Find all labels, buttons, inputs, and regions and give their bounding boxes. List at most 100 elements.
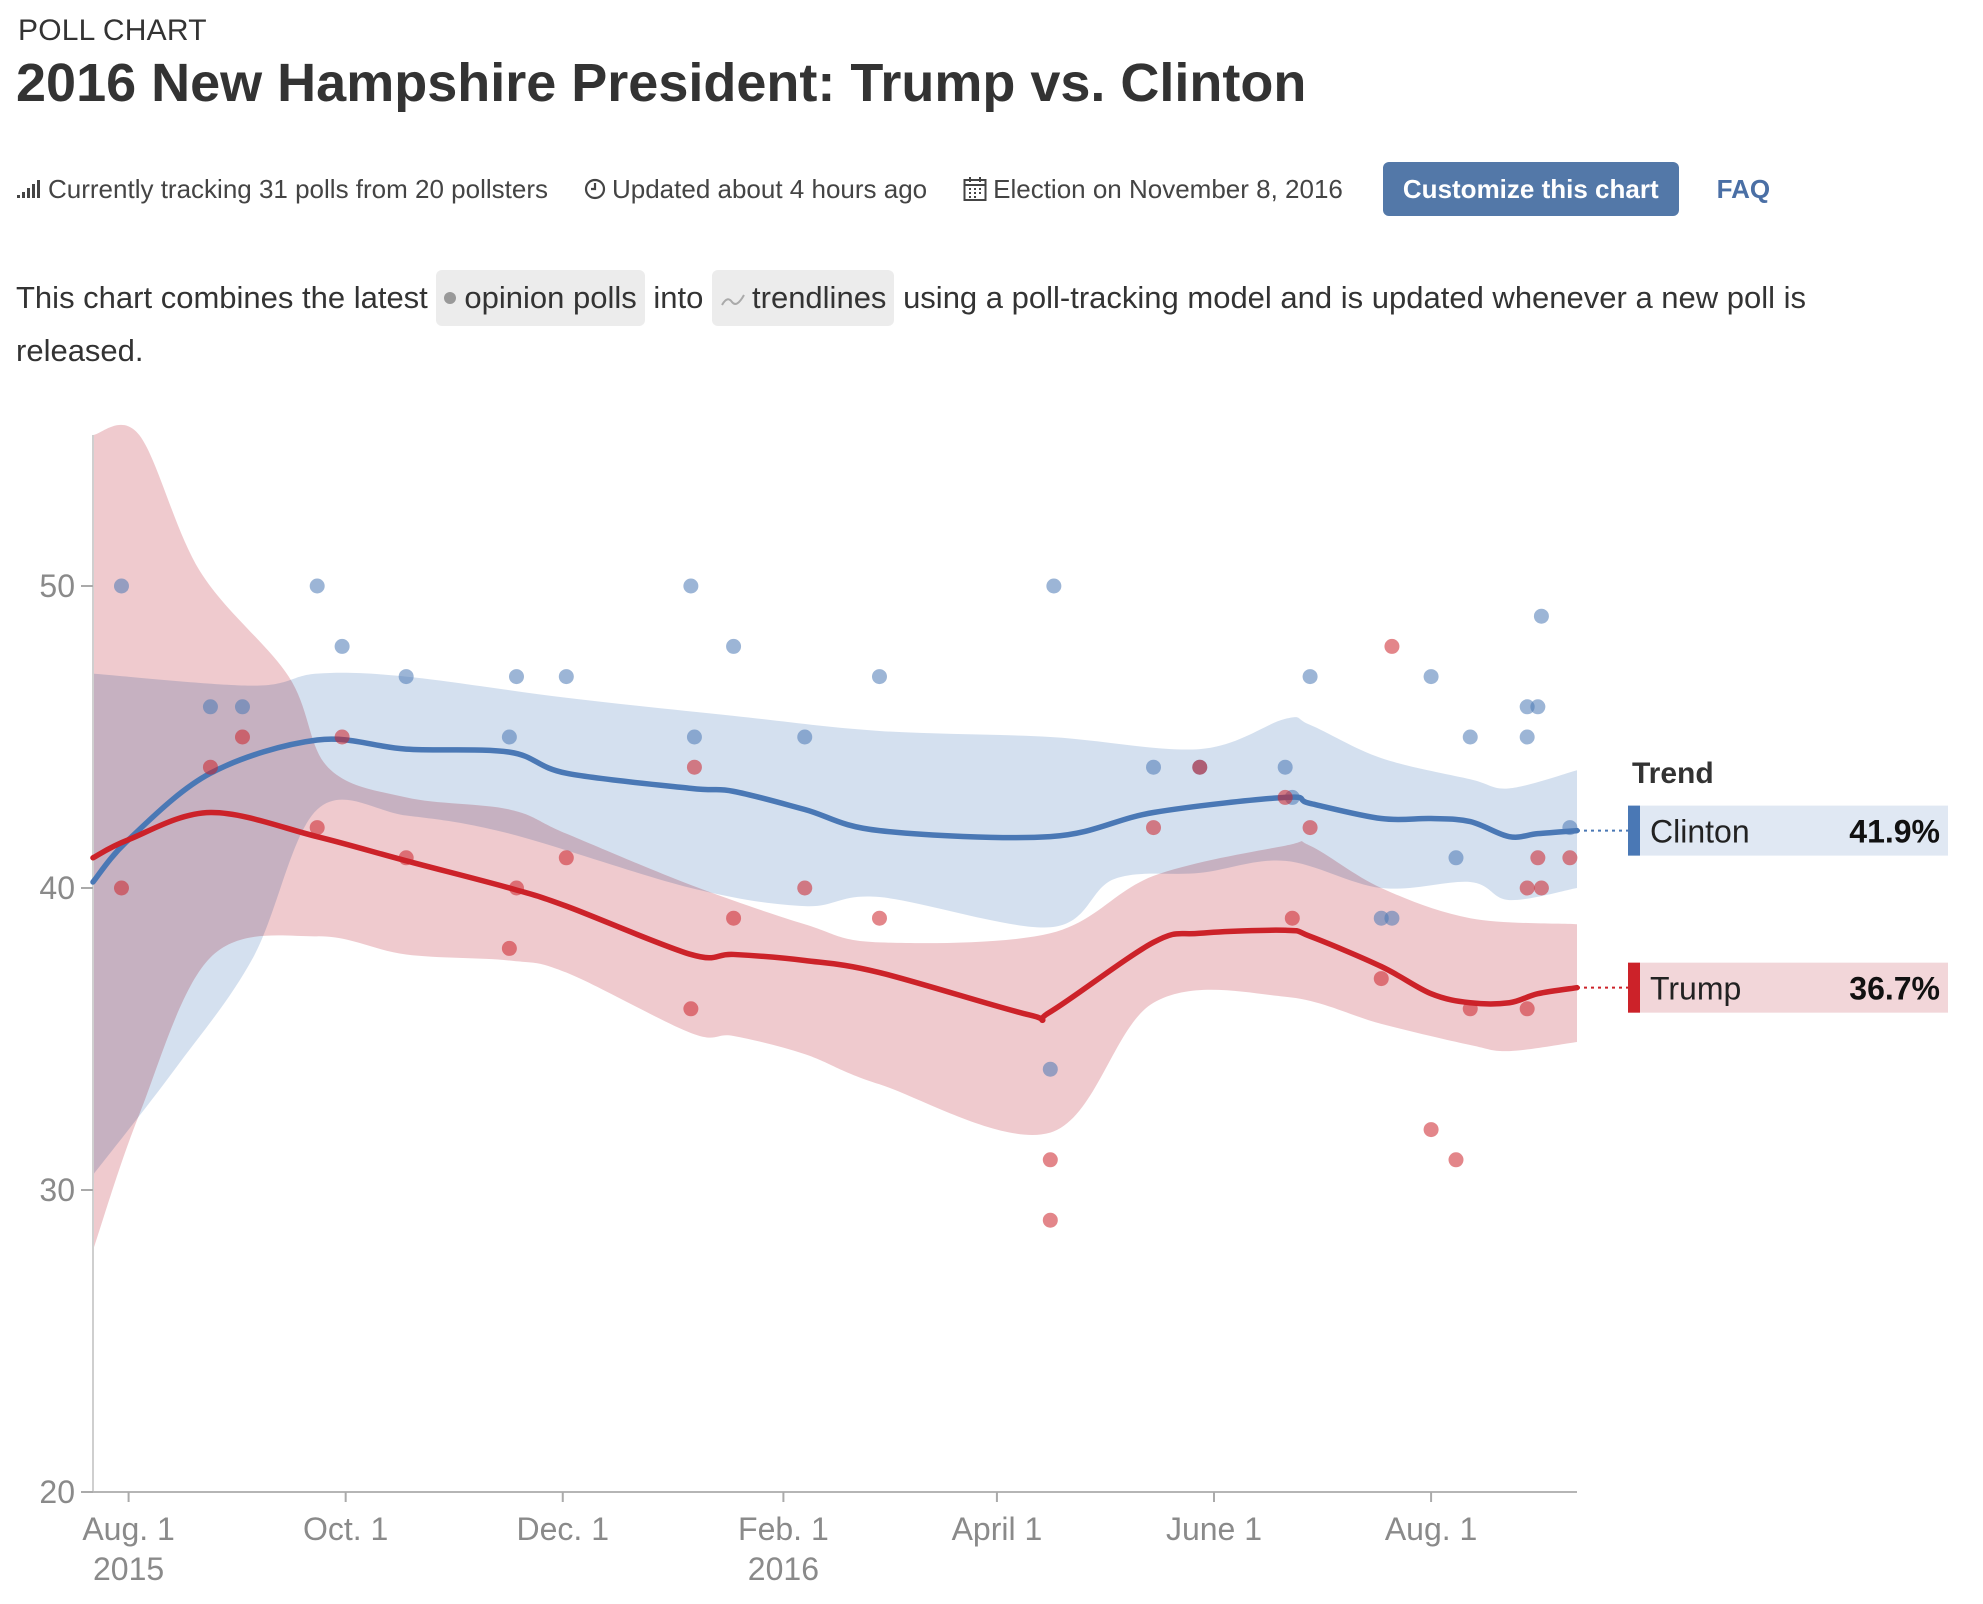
- desc-text-2: into: [653, 280, 704, 315]
- trump-poll-point: [1519, 880, 1535, 896]
- trendline-icon: [721, 294, 745, 306]
- trump-poll-point: [398, 850, 414, 866]
- clinton-poll-point: [686, 729, 702, 745]
- election-text: Election on November 8, 2016: [993, 173, 1343, 204]
- trump-poll-point: [1373, 971, 1389, 987]
- x-tick-year-label: 2015: [93, 1551, 164, 1587]
- clinton-poll-point: [1046, 578, 1062, 594]
- trump-legend-value: 36.7%: [1849, 971, 1940, 1007]
- clock-icon: [584, 178, 606, 200]
- meta-bar: Currently tracking 31 polls from 20 poll…: [16, 162, 1770, 216]
- poll-dot-icon: [444, 291, 457, 304]
- tracking-text: Currently tracking 31 polls from 20 poll…: [48, 173, 548, 204]
- trump-legend-swatch: [1628, 962, 1640, 1013]
- trump-poll-point: [1302, 820, 1318, 836]
- poll-points: [113, 578, 1578, 1228]
- trump-poll-point: [1042, 1152, 1058, 1168]
- clinton-poll-point: [871, 669, 887, 685]
- clinton-poll-point: [1562, 820, 1578, 836]
- page-title: 2016 New Hampshire President: Trump vs. …: [16, 53, 1307, 113]
- trump-poll-point: [1562, 850, 1578, 866]
- clinton-poll-point: [202, 699, 218, 715]
- trump-poll-point: [501, 940, 517, 956]
- trump-poll-point: [797, 880, 813, 896]
- axes: 20 30 40 50 Aug. 1 2015 Oct. 1 Dec. 1 Feb. 1 2016…: [39, 435, 1577, 1587]
- x-tick-label: June 1: [1166, 1511, 1262, 1547]
- y-tick-label: 50: [39, 568, 75, 604]
- clinton-poll-point: [1373, 910, 1389, 926]
- trend-lines: [90, 736, 1580, 1024]
- trump-poll-point: [683, 1001, 699, 1017]
- clinton-poll-point: [113, 578, 129, 594]
- legend-title: Trend: [1632, 757, 1714, 790]
- tracking-info: Currently tracking 31 polls from 20 poll…: [16, 174, 548, 205]
- trump-poll-point: [1448, 1152, 1464, 1168]
- clinton-legend-box: [1628, 805, 1948, 856]
- desc-text-1: This chart combines the latest: [16, 280, 428, 315]
- trump-poll-point: [113, 880, 129, 896]
- opinion-polls-chip[interactable]: opinion polls: [436, 270, 645, 326]
- x-tick-year-label: 2016: [748, 1551, 819, 1587]
- trump-confidence-band: [93, 424, 1577, 1251]
- trump-poll-point: [508, 880, 524, 896]
- y-tick-label: 20: [39, 1474, 75, 1510]
- clinton-poll-point: [683, 578, 699, 594]
- clinton-poll-point: [1519, 729, 1535, 745]
- clinton-poll-point: [309, 578, 325, 594]
- trump-poll-point: [1284, 910, 1300, 926]
- clinton-legend-value: 41.9%: [1849, 814, 1940, 850]
- clinton-poll-point: [501, 729, 517, 745]
- trump-poll-point: [871, 910, 887, 926]
- trump-poll-point: [1530, 850, 1546, 866]
- trump-poll-point: [1042, 1212, 1058, 1228]
- signal-bars-icon: [17, 180, 40, 198]
- x-tick-label: Feb. 1: [738, 1511, 829, 1547]
- x-tick-label: Aug. 1: [82, 1511, 175, 1547]
- x-tick-label: Dec. 1: [517, 1511, 609, 1547]
- clinton-confidence-band: [93, 672, 1577, 1175]
- desc-text-3: using a poll-tracking model and is updat…: [16, 280, 1807, 368]
- trump-legend-box: [1628, 962, 1948, 1013]
- trump-poll-point: [309, 820, 325, 836]
- clinton-poll-point: [1462, 729, 1478, 745]
- trendlines-chip[interactable]: trendlines: [712, 270, 895, 326]
- clinton-poll-point: [558, 669, 574, 685]
- clinton-trend-line: [90, 736, 1580, 885]
- trump-poll-point: [1462, 1001, 1478, 1017]
- trump-poll-point: [1533, 880, 1549, 896]
- clinton-poll-point: [508, 669, 524, 685]
- y-tick-label: 40: [39, 870, 75, 906]
- trump-poll-point: [1519, 1001, 1535, 1017]
- confidence-bands: [93, 424, 1577, 1251]
- clinton-poll-point: [1448, 850, 1464, 866]
- clinton-poll-point: [1533, 608, 1549, 624]
- trump-poll-point: [202, 759, 218, 775]
- clinton-poll-point: [234, 699, 250, 715]
- clinton-poll-point: [1519, 699, 1535, 715]
- x-tick-label: April 1: [952, 1511, 1043, 1547]
- trump-poll-point: [558, 850, 574, 866]
- y-tick-label: 30: [39, 1172, 75, 1208]
- x-tick-label: Oct. 1: [303, 1511, 388, 1547]
- trump-poll-point: [1423, 1122, 1439, 1138]
- updated-text: Updated about 4 hours ago: [611, 173, 928, 204]
- trump-poll-point: [334, 729, 350, 745]
- clinton-poll-point: [1530, 699, 1546, 715]
- updated-info: Updated about 4 hours ago: [584, 174, 927, 205]
- customize-chart-button[interactable]: Customize this chart: [1382, 162, 1679, 216]
- faq-link[interactable]: FAQ: [1716, 173, 1771, 204]
- clinton-poll-point: [1302, 669, 1318, 685]
- chart-description: This chart combines the latest opinion p…: [16, 270, 1896, 376]
- trump-poll-point: [1277, 789, 1293, 805]
- clinton-poll-point: [726, 638, 742, 654]
- trump-trend-line: [90, 809, 1580, 1024]
- calendar-icon: [963, 177, 987, 201]
- page-kicker: POLL CHART: [18, 14, 207, 47]
- clinton-poll-point: [1042, 1061, 1058, 1077]
- trump-poll-point: [1192, 759, 1208, 775]
- trendlines-label: trendlines: [752, 280, 887, 315]
- trump-poll-point: [686, 759, 702, 775]
- clinton-poll-point: [1384, 910, 1400, 926]
- trump-poll-point: [1384, 638, 1400, 654]
